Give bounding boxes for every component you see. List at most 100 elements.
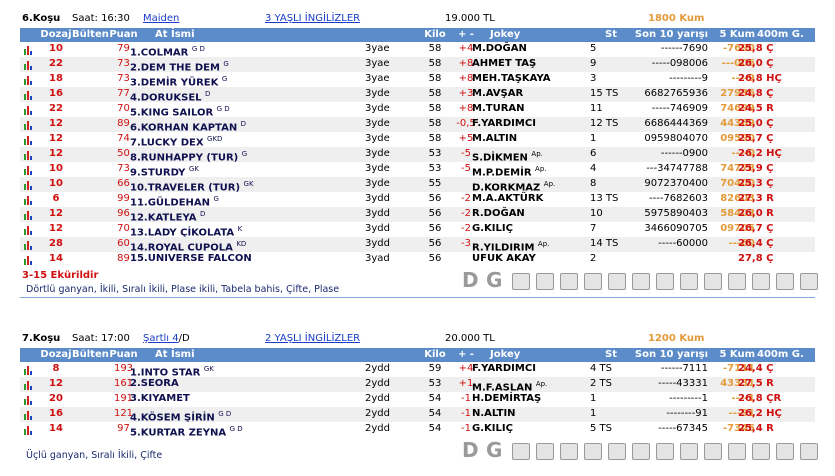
race-type-link[interactable]: Şartlı 4 xyxy=(143,333,179,344)
horse-name-text[interactable]: 3.KIYAMET xyxy=(130,393,190,404)
stats-icon[interactable] xyxy=(23,379,33,390)
horse-name-text[interactable]: 9.STURDY xyxy=(130,167,186,179)
jockey-text[interactable]: R.YILDIRIM xyxy=(472,242,535,254)
horse-name-text[interactable]: 14.ROYAL CUPOLA xyxy=(130,242,233,254)
tool-icon[interactable] xyxy=(776,273,794,290)
stats-icon[interactable] xyxy=(23,254,33,265)
jockey-text[interactable]: S.DİKMEN xyxy=(472,152,528,164)
tool-icon[interactable] xyxy=(704,273,722,290)
jockey-text[interactable]: R.DOĞAN xyxy=(472,208,525,219)
jockey-text[interactable]: M.DOĞAN xyxy=(472,43,527,54)
tool-icon[interactable] xyxy=(680,273,698,290)
stats-icon[interactable] xyxy=(23,424,33,435)
icon-letter[interactable]: D xyxy=(462,268,479,292)
tool-icon[interactable] xyxy=(584,273,602,290)
horse-name-text[interactable]: 13.LADY ÇİKOLATA xyxy=(130,227,235,239)
tool-icon[interactable] xyxy=(560,273,578,290)
weight-diff: +1 xyxy=(452,377,480,391)
jockey-text[interactable]: M.A.AKTÜRK xyxy=(472,193,544,204)
horse-name-text[interactable]: 5.KURTAR ZEYNA xyxy=(130,427,227,439)
icon-letter[interactable]: G xyxy=(486,268,503,292)
horse-name-text[interactable]: 11.GÜLDEHAN xyxy=(130,197,211,209)
horse-name-text[interactable]: 10.TRAVELER (TUR) xyxy=(130,182,241,194)
tool-icon[interactable] xyxy=(656,443,674,460)
jockey-text[interactable]: M.AVŞAR xyxy=(472,88,524,99)
jockey-text[interactable]: M.F.ASLAN xyxy=(472,382,533,394)
tool-icon[interactable] xyxy=(608,443,626,460)
last-5-sand: ---91 xyxy=(700,407,755,421)
horse-name-text[interactable]: 6.KORHAN KAPTAN xyxy=(130,122,238,134)
horse-name-text[interactable]: 1.COLMAR xyxy=(130,47,189,59)
stats-icon[interactable] xyxy=(23,59,33,70)
tool-icon[interactable] xyxy=(752,443,770,460)
tool-icon[interactable] xyxy=(584,443,602,460)
tool-icon[interactable] xyxy=(728,443,746,460)
stats-icon[interactable] xyxy=(23,179,33,190)
last-400m: 24,5 R xyxy=(738,102,798,116)
race-group[interactable]: 3 YAŞLI İNGİLİZLER xyxy=(265,13,361,24)
tool-icon[interactable] xyxy=(560,443,578,460)
jockey-text[interactable]: D.KORKMAZ xyxy=(472,182,541,194)
tool-icon[interactable] xyxy=(632,443,650,460)
stats-icon[interactable] xyxy=(23,134,33,145)
tool-icon[interactable] xyxy=(728,273,746,290)
race-group[interactable]: 2 YAŞLI İNGİLİZLER xyxy=(265,333,361,344)
stats-icon[interactable] xyxy=(23,74,33,85)
jockey-text[interactable]: N.ALTIN xyxy=(472,408,516,419)
jockey-text[interactable]: AHMET TAŞ xyxy=(472,58,537,69)
jockey-text[interactable]: H.DEMİRTAŞ xyxy=(472,393,542,404)
tool-icon[interactable] xyxy=(776,443,794,460)
jockey-text[interactable]: UFUK AKAY xyxy=(472,253,536,264)
stats-icon[interactable] xyxy=(23,209,33,220)
horse-name-text[interactable]: 2.DEM THE DEM xyxy=(130,62,220,74)
tool-icon[interactable] xyxy=(704,443,722,460)
horse-name-text[interactable]: 4.DORUKSEL xyxy=(130,92,202,104)
jockey-text[interactable]: M.ALTIN xyxy=(472,133,518,144)
stats-icon[interactable] xyxy=(23,409,33,420)
horse-name-text[interactable]: 7.LUCKY DEX xyxy=(130,137,204,149)
icon-letter[interactable]: D xyxy=(462,438,479,462)
dozaj: 18 xyxy=(40,72,72,86)
tool-icon[interactable] xyxy=(536,273,554,290)
stats-icon[interactable] xyxy=(23,89,33,100)
tool-icon[interactable] xyxy=(752,273,770,290)
horse-row: 8 193 1.INTO STAR GK 2ydd 59 +4 F.YARDIMCI 4 TS… xyxy=(20,362,815,379)
stats-icon[interactable] xyxy=(23,224,33,235)
jockey-text[interactable]: M.TURAN xyxy=(472,103,525,114)
jockey-text[interactable]: F.YARDIMCI xyxy=(472,118,536,129)
horse-name-text[interactable]: 15.UNIVERSE FALCON xyxy=(130,253,252,264)
stats-icon[interactable] xyxy=(23,394,33,405)
horse-name-text[interactable]: 3.DEMİR YÜREK xyxy=(130,77,219,89)
tool-icon[interactable] xyxy=(800,443,818,460)
stats-icon[interactable] xyxy=(23,104,33,115)
tool-icon[interactable] xyxy=(536,443,554,460)
stats-icon[interactable] xyxy=(23,364,33,375)
tool-icon[interactable] xyxy=(512,273,530,290)
icon-letter[interactable]: G xyxy=(486,438,503,462)
horse-name-text[interactable]: 4.KÖSEM ŞİRİN xyxy=(130,412,215,424)
last-400m-text: 25,7 Ç xyxy=(738,133,774,144)
tool-icon[interactable] xyxy=(656,273,674,290)
horse-name-text[interactable]: 1.INTO STAR xyxy=(130,367,201,379)
tool-icon[interactable] xyxy=(608,273,626,290)
stats-icon[interactable] xyxy=(23,239,33,250)
tool-icon[interactable] xyxy=(512,443,530,460)
horse-name-text[interactable]: 8.RUNHAPPY (TUR) xyxy=(130,152,239,164)
horse-name-text[interactable]: 2.SEORA xyxy=(130,378,179,389)
jockey-text[interactable]: G.KILIÇ xyxy=(472,223,513,234)
stats-icon[interactable] xyxy=(23,149,33,160)
horse-name-text[interactable]: 12.KATLEYA xyxy=(130,212,197,224)
race-type-link[interactable]: Maiden xyxy=(143,13,180,24)
stats-icon[interactable] xyxy=(23,194,33,205)
tool-icon[interactable] xyxy=(800,273,818,290)
jockey-text[interactable]: MEH.TAŞKAYA xyxy=(472,73,551,84)
stats-icon[interactable] xyxy=(23,44,33,55)
tool-icon[interactable] xyxy=(680,443,698,460)
horse-name-text[interactable]: 5.KING SAILOR xyxy=(130,107,214,119)
tool-icon[interactable] xyxy=(632,273,650,290)
jockey-text[interactable]: M.P.DEMİR xyxy=(472,167,532,179)
stats-icon[interactable] xyxy=(23,164,33,175)
jockey-text[interactable]: G.KILIÇ xyxy=(472,423,513,434)
stats-icon[interactable] xyxy=(23,119,33,130)
jockey-text[interactable]: F.YARDIMCI xyxy=(472,363,536,374)
